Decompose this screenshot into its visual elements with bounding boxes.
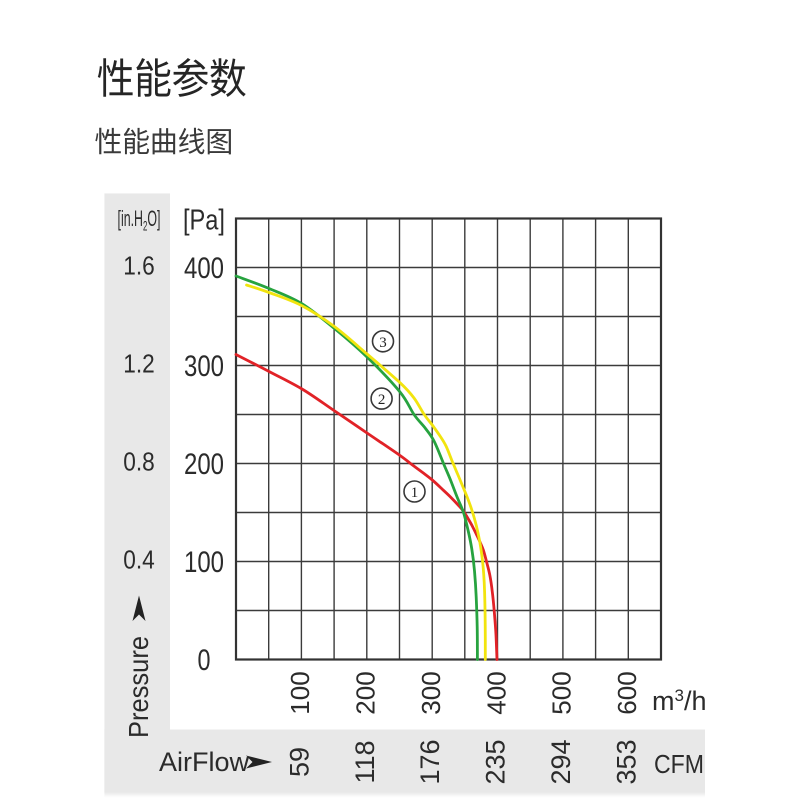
svg-text:0.4: 0.4 — [123, 544, 155, 574]
svg-text:2: 2 — [378, 392, 386, 408]
svg-text:235: 235 — [481, 739, 511, 784]
svg-text:59: 59 — [284, 747, 314, 777]
svg-text:294: 294 — [546, 739, 576, 784]
svg-text:300: 300 — [184, 350, 224, 383]
svg-text:353: 353 — [611, 739, 641, 784]
svg-text:400: 400 — [184, 252, 224, 285]
svg-text:1: 1 — [411, 485, 419, 501]
svg-text:1.6: 1.6 — [123, 250, 155, 280]
svg-text:118: 118 — [350, 740, 380, 783]
svg-text:1.2: 1.2 — [123, 348, 155, 378]
svg-text:0.8: 0.8 — [123, 446, 155, 476]
svg-text:100: 100 — [285, 671, 315, 714]
svg-text:[in.H2O]: [in.H2O] — [118, 206, 161, 234]
svg-text:CFM: CFM — [654, 749, 704, 779]
svg-text:300: 300 — [416, 671, 446, 714]
svg-text:176: 176 — [415, 739, 445, 784]
svg-text:400: 400 — [481, 671, 511, 714]
svg-text:3: 3 — [379, 335, 387, 351]
svg-text:Pressure: Pressure — [123, 636, 154, 738]
svg-text:[Pa]: [Pa] — [183, 205, 225, 237]
svg-text:AirFlow: AirFlow — [159, 747, 250, 777]
svg-text:500: 500 — [547, 671, 577, 714]
svg-text:200: 200 — [184, 448, 224, 481]
svg-text:m3/h: m3/h — [652, 686, 707, 716]
svg-text:600: 600 — [612, 671, 642, 714]
svg-text:100: 100 — [184, 546, 224, 579]
svg-text:200: 200 — [351, 671, 381, 714]
svg-text:0: 0 — [198, 644, 211, 677]
